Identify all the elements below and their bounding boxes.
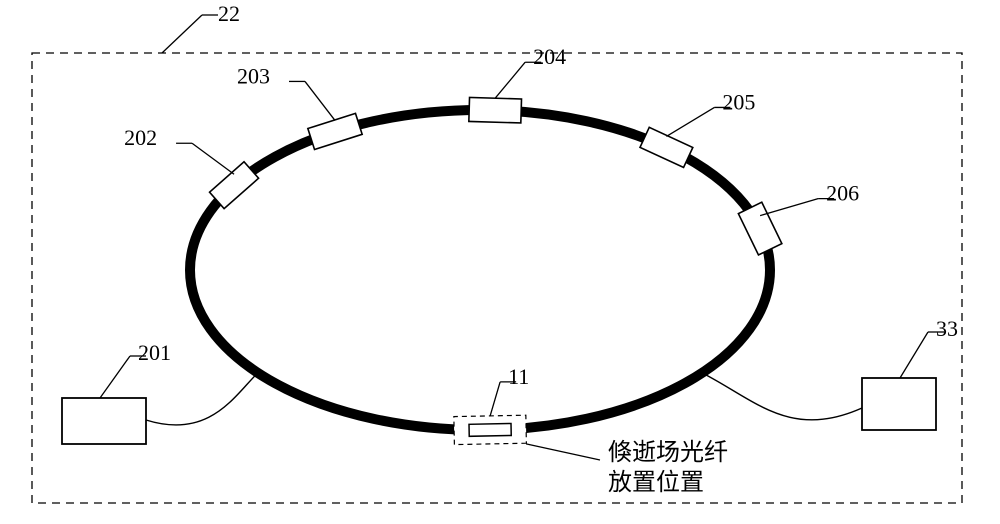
sensor-206 [738,202,781,255]
evanescent-annot-line2: 放置位置 [608,469,704,496]
evanescent-annot-leader [526,444,600,460]
sensor-203-label: 203 [237,63,270,88]
sensor-202-leader [192,143,234,174]
evanescent-leader [490,382,500,416]
sensor-206-label: 206 [826,181,859,206]
sensor-205-leader [666,107,714,136]
evanescent-slot [454,415,527,444]
sensor-204-label: 204 [533,44,566,69]
sensor-204-leader [495,62,525,98]
device-201-leader [100,356,130,398]
sensor-205-label: 205 [722,89,755,114]
system-boundary-leader [162,15,202,53]
evanescent-annot-line1: 倏逝场光纤 [608,439,728,466]
sensor-206-leader [760,199,818,216]
device-33-leader [900,332,928,378]
sensor-203-leader [305,81,335,120]
sensor-202 [210,162,259,209]
sensor-204 [469,97,522,122]
system-boundary-label: 22 [218,1,240,26]
device-33-label: 33 [936,316,958,341]
device-201-label: 201 [138,340,171,365]
wire-33-to-ring [702,373,862,420]
evanescent-label: 11 [508,364,529,389]
device-33 [862,378,936,430]
wire-201-to-ring [146,373,258,425]
sensor-205 [640,127,693,167]
sensor-202-label: 202 [124,125,157,150]
sensor-203 [308,113,362,149]
device-201 [62,398,146,444]
